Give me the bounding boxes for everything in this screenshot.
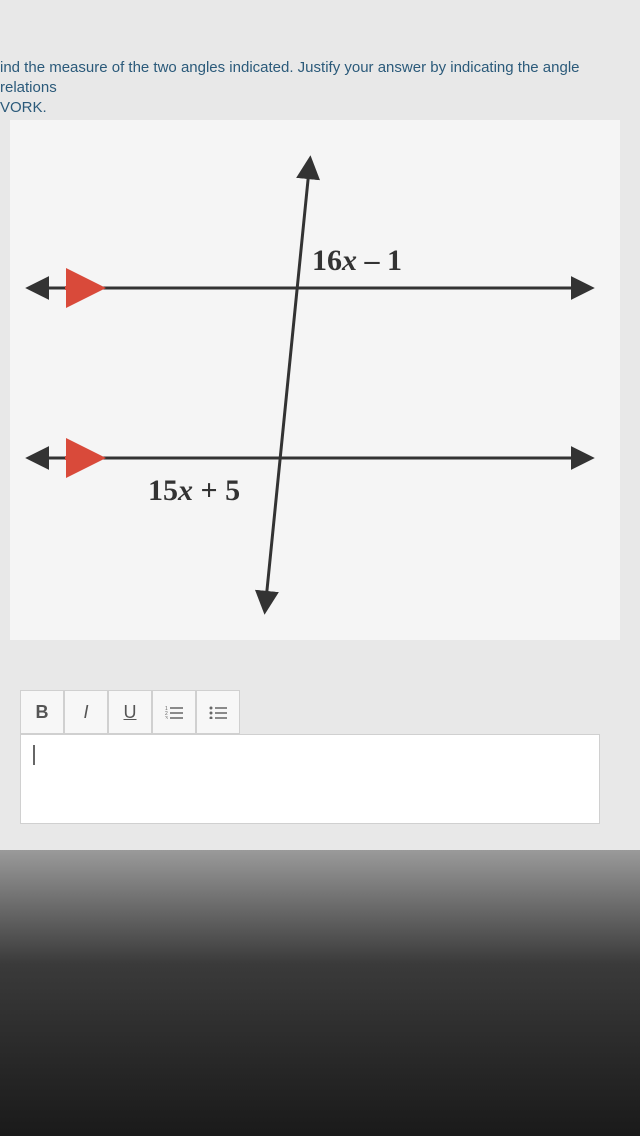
svg-text:3: 3 bbox=[165, 716, 168, 719]
question-text: ind the measure of the two angles indica… bbox=[0, 58, 640, 118]
bullet-list-button[interactable] bbox=[196, 690, 240, 734]
desk-surface bbox=[0, 850, 640, 1136]
text-cursor bbox=[33, 745, 35, 765]
bold-button[interactable]: B bbox=[20, 690, 64, 734]
question-line2: VORK. bbox=[0, 99, 47, 116]
geometry-diagram: 16x – 1 15x + 5 bbox=[10, 120, 620, 640]
numbered-list-icon: 1 2 3 bbox=[165, 705, 183, 719]
transversal-line bbox=[265, 160, 310, 610]
diagram-svg: 16x – 1 15x + 5 bbox=[10, 120, 620, 640]
italic-button[interactable]: I bbox=[64, 690, 108, 734]
answer-textarea[interactable] bbox=[20, 734, 600, 824]
angle-label-top: 16x – 1 bbox=[312, 244, 402, 277]
underline-button[interactable]: U bbox=[108, 690, 152, 734]
editor-toolbar: B I U 1 2 3 bbox=[20, 690, 240, 734]
page-area: ind the measure of the two angles indica… bbox=[0, 0, 640, 850]
numbered-list-button[interactable]: 1 2 3 bbox=[152, 690, 196, 734]
question-line1: ind the measure of the two angles indica… bbox=[0, 59, 580, 96]
angle-label-bottom: 15x + 5 bbox=[148, 474, 240, 507]
bullet-list-icon bbox=[209, 705, 227, 719]
